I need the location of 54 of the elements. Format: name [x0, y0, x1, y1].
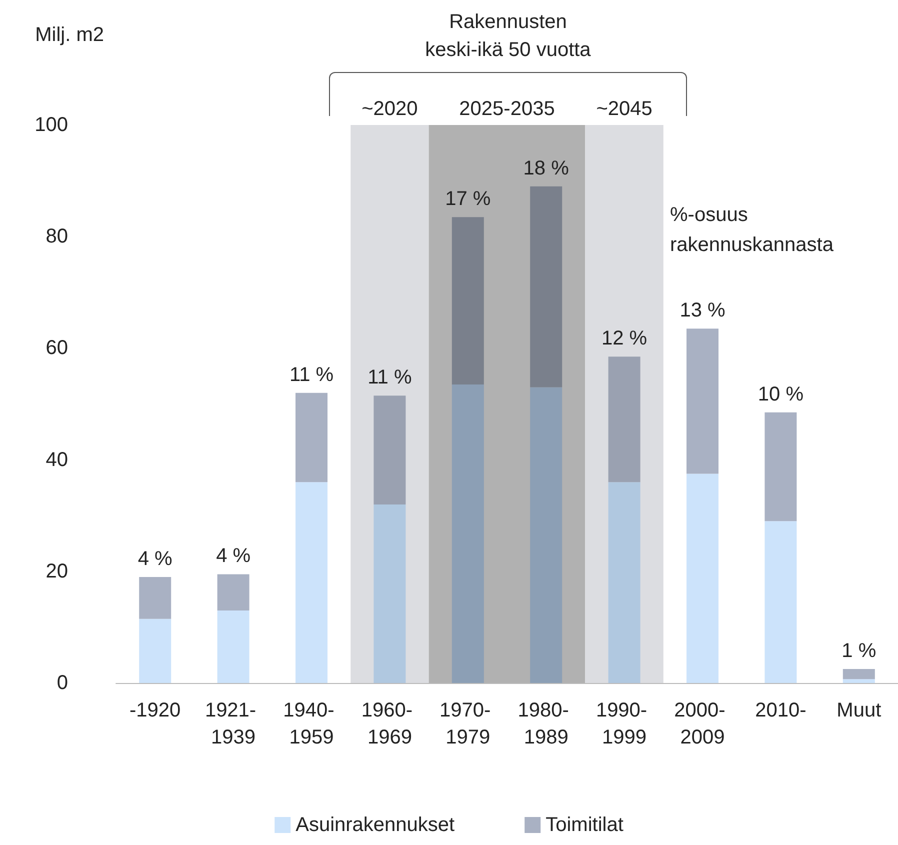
annotation: 18 %	[523, 157, 570, 180]
bar	[217, 574, 250, 610]
annotation: 11 %	[289, 364, 334, 386]
x-tick-label: 1960- 1969	[361, 700, 418, 748]
bar	[296, 392, 328, 482]
bar	[686, 474, 718, 683]
y-tick-label: 100	[34, 114, 68, 136]
bar	[296, 482, 328, 683]
bar	[374, 504, 406, 683]
y-axis-title: Milj. m2	[35, 24, 104, 46]
x-tick-label: 2010-	[755, 700, 806, 722]
bar	[842, 669, 875, 680]
chart-title: Rakennusten keski-ikä 50 vuotta	[425, 11, 592, 61]
bar	[217, 610, 250, 683]
bar	[139, 576, 172, 619]
bar	[686, 328, 718, 474]
annotation: %-osuus rakennuskannasta	[670, 204, 834, 256]
bar	[374, 396, 406, 504]
legend-label: Asuinrakennukset	[296, 814, 456, 836]
bar	[842, 679, 875, 683]
x-tick-label: 1970- 1979	[440, 700, 496, 748]
bar	[530, 186, 562, 388]
x-tick-label: -1920	[130, 700, 181, 722]
bar	[608, 482, 640, 683]
legend-label: Toimitilat	[546, 814, 624, 836]
y-tick-label: 20	[46, 560, 68, 582]
x-tick-label: 1940- 1959	[283, 700, 340, 748]
bar	[452, 384, 484, 683]
bar	[608, 356, 640, 482]
annotation: 11 %	[368, 366, 412, 389]
x-tick-label: Muut	[836, 700, 882, 722]
x-tick-label: 1990- 1999	[596, 700, 653, 748]
band-label: ~2020	[362, 98, 418, 120]
x-tick-label: 1980- 1989	[518, 700, 574, 748]
bar	[530, 387, 562, 683]
annotation: 10 %	[758, 383, 804, 406]
annotation: 4 %	[138, 548, 173, 570]
y-tick-label: 80	[46, 226, 68, 248]
annotation: 12 %	[602, 328, 648, 350]
annotation: 1 %	[842, 640, 876, 662]
bar	[452, 217, 484, 384]
bar	[764, 521, 797, 683]
bar	[764, 412, 797, 522]
y-tick-label: 0	[56, 672, 68, 694]
band-label: 2025-2035	[459, 98, 555, 120]
annotation: 13 %	[680, 300, 726, 322]
bar	[139, 618, 172, 683]
x-tick-label: 1921- 1939	[204, 700, 262, 748]
y-tick-label: 40	[46, 448, 68, 471]
annotation: 17 %	[445, 188, 491, 210]
y-tick-label: 60	[46, 337, 68, 360]
band-label: ~2045	[596, 98, 652, 120]
annotation: 4 %	[216, 545, 251, 568]
x-tick-label: 2000- 2009	[674, 700, 731, 748]
